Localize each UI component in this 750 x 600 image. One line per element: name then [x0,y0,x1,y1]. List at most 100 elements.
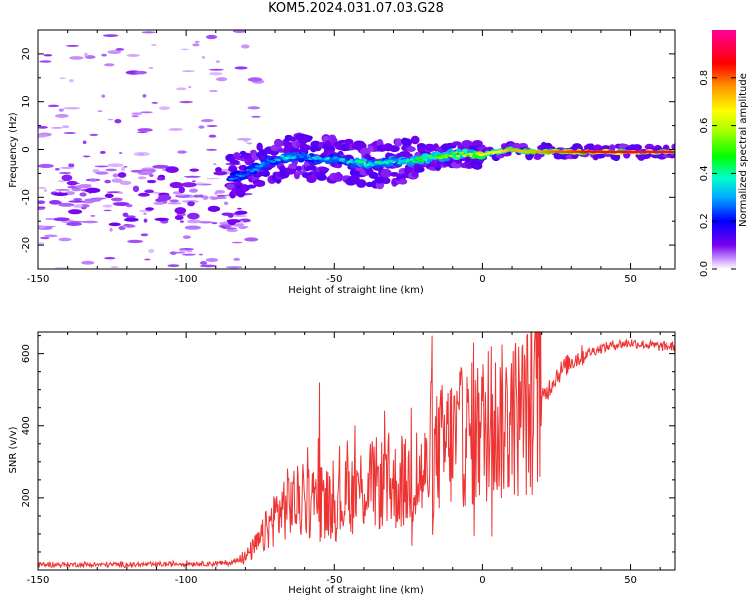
noise-blob [233,257,241,261]
ridge-halo [274,140,287,147]
ridge-mid [297,158,305,163]
ridge-core [406,161,414,165]
ridge-core [256,166,262,170]
noise-blob [210,196,227,200]
snr-axes: -150 -100 -50 0 50 200 400 600 [21,332,675,586]
ridge-halo [316,174,327,181]
ridge-core [454,151,459,154]
noise-blob [225,266,243,269]
ridge-core [265,162,271,165]
ridge-halo [632,144,643,151]
ridge-halo [381,177,391,185]
noise-blob [62,125,70,129]
snr-x-tick-label: -50 [326,575,342,586]
noise-blob [215,77,228,82]
noise-blob [180,48,190,51]
ridge-core [448,154,454,158]
colorbar-tick-label: 0.2 [699,213,710,229]
ridge-core [279,155,285,158]
noise-blob [251,115,261,118]
ridge-mid [350,163,356,169]
snr-y-axis-label: SNR (v/v) [8,426,19,473]
noise-blob [95,171,109,175]
noise-blob-strong [174,207,187,214]
noise-blob [38,200,46,205]
snr-panel: -150 -100 -50 0 50 200 400 600 Height of straig… [8,331,676,596]
noise-blob [182,235,191,239]
noise-blob [189,194,193,199]
noise-blob [84,55,96,59]
noise-blob [140,111,153,114]
ridge-halo [398,178,408,185]
noise-blob [123,165,128,168]
noise-blob [104,63,115,67]
spectrogram-x-tick-label: -50 [326,274,342,285]
spectrogram-x-tick-label: 0 [479,274,485,285]
noise-blob [103,209,112,212]
noise-blob [215,60,220,63]
noise-blob-strong [187,201,195,207]
noise-blob-strong [156,176,166,181]
noise-blob [234,66,248,70]
noise-blob-strong [84,187,101,194]
noise-blob [104,179,111,184]
noise-blob [213,163,217,166]
noise-blob [75,184,92,189]
noise-blob [194,40,200,44]
noise-blob-strong [157,194,172,201]
ridge-core [399,162,407,165]
noise-blob [188,86,192,88]
noise-blob [111,178,123,183]
ridge-core [405,158,411,162]
noise-blob [149,174,154,177]
noise-blob [125,224,135,228]
noise-blob [209,68,224,71]
noise-blob [130,169,143,173]
colorbar-axes: 0.0 0.2 0.4 0.6 0.8 [699,70,736,277]
ridge-core [334,159,341,162]
ridge-halo [451,141,462,146]
noise-blob [233,215,248,217]
ridge-halo [288,136,297,142]
noise-blob [237,207,242,210]
noise-blob [195,182,206,185]
noise-blob-strong [144,189,154,194]
noise-blob [84,52,88,57]
noise-blob [241,44,250,49]
ridge-halo [333,173,344,182]
noise-blob-strong [108,222,121,227]
noise-blob [206,125,218,127]
ridge-halo [406,146,416,152]
ridge-core [258,164,263,168]
noise-blob [141,167,156,170]
noise-blob [68,200,85,203]
colorbar-gradient [712,30,736,269]
noise-blob [236,137,252,141]
noise-blob-strong [235,210,248,215]
noise-blob [167,202,182,205]
noise-blob [104,256,116,260]
noise-blob-strong [189,168,200,172]
noise-blob [53,217,70,222]
ridge-halo [228,166,238,173]
ridge-halo [424,143,436,151]
noise-blob [136,131,148,134]
noise-blob [187,219,202,224]
noise-blob [110,197,123,202]
noise-blob [66,222,82,226]
noise-blob [247,106,261,110]
noise-blob [198,221,213,224]
ridge-core [232,177,239,180]
ridge-halo [254,181,266,187]
noise-blob-strong [117,172,127,178]
noise-blob [40,236,50,240]
spectrogram-x-axis-label: Height of straight line (km) [288,285,424,296]
noise-blob [58,172,72,174]
ridge-core [476,151,483,154]
noise-blob [137,172,153,175]
noise-blob-strong [66,180,78,186]
ridge-core [306,155,311,158]
noise-blob [177,150,187,154]
noise-blob [143,212,147,216]
noise-blob [105,168,118,172]
